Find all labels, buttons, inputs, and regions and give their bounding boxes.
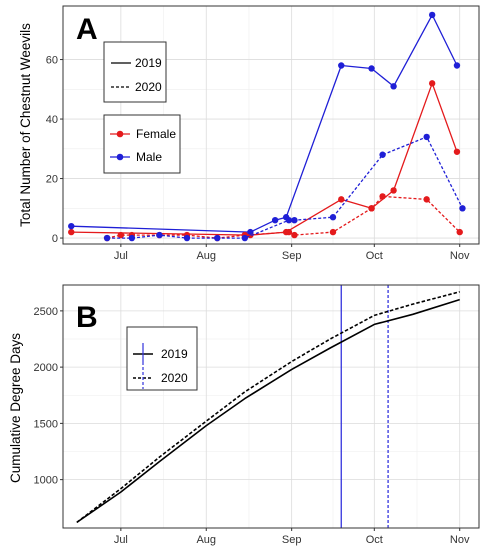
a-x-tick-label: Sep	[282, 250, 302, 262]
legend-year-2019-label: 2019	[135, 56, 162, 70]
panel-a-series	[68, 11, 466, 242]
a-series-male-2019-point	[338, 62, 345, 69]
panel-a-ylabel: Total Number of Chestnut Weevils	[18, 23, 33, 227]
a-x-tick-label: Nov	[450, 250, 470, 262]
panel-b-x-ticks: Jul Aug Sep Oct Nov	[114, 528, 470, 546]
a-series-female-2020-point	[285, 228, 293, 236]
a-series-male-2019-point	[428, 11, 436, 19]
a-series-male-2019-point	[390, 83, 397, 90]
a-x-tick-label: Oct	[366, 250, 383, 262]
panel-b-border	[62, 284, 480, 529]
panel-a: 0 20 40 60 Jul Aug Sep Oct Nov Total Number of …	[18, 5, 480, 262]
a-y-tick-label: 20	[46, 174, 58, 186]
legend-year-box	[103, 41, 167, 103]
panel-b-legend: 2019 2020	[126, 326, 198, 391]
a-series-male-2019-point	[247, 228, 254, 236]
a-series-female-2019-point	[68, 228, 75, 236]
a-series-male-2020-point	[156, 231, 163, 239]
a-y-tick-label: 40	[46, 114, 58, 126]
legend-b-2019-label: 2019	[161, 347, 188, 361]
a-x-tick-label: Jul	[114, 250, 128, 262]
b-series-2020-line	[76, 291, 460, 524]
b-y-tick-label: 2500	[34, 306, 58, 318]
legend-b-box	[126, 326, 198, 391]
legend-male-label: Male	[136, 150, 162, 164]
legend-year-2020-label: 2020	[135, 80, 162, 94]
a-series-male-2020-point	[459, 205, 466, 212]
panel-b-letter: B	[76, 301, 98, 334]
a-series-male-2020-point	[329, 214, 337, 221]
a-series-female-2020-point	[117, 231, 125, 239]
b-y-tick-label: 2000	[34, 362, 58, 374]
a-series-female-2020-point	[368, 205, 375, 212]
panel-b-background	[63, 285, 479, 528]
a-series-female-2019-line	[71, 82, 458, 236]
panel-b: 1000 1500 2000 2500 Jul Aug Sep Oct Nov Cumulat…	[8, 284, 480, 546]
a-series-female-2020-point	[329, 228, 337, 236]
legend-female-label: Female	[136, 127, 176, 141]
a-series-female-2019-point	[453, 148, 461, 155]
b-y-tick-label: 1000	[34, 475, 58, 487]
a-series-male-2020-point	[183, 234, 191, 242]
a-series-male-2019-point	[68, 222, 75, 230]
b-x-tick-label: Sep	[282, 534, 302, 546]
legend-sex-box	[103, 114, 181, 174]
a-series-female-2020-point	[379, 193, 386, 200]
a-series-male-2020-line	[107, 136, 464, 239]
a-series-male-2020-point	[423, 133, 430, 141]
b-y-tick-label: 1500	[34, 418, 58, 430]
a-y-tick-label: 60	[46, 55, 58, 67]
a-series-female-2020-point	[456, 228, 463, 236]
a-series-female-2020-point	[291, 231, 298, 239]
panel-a-legend-sex: Female Male	[103, 114, 181, 174]
a-series-female-2020-point	[423, 196, 430, 203]
a-series-male-2019-point	[368, 65, 375, 72]
legend-b-2020-label: 2020	[161, 371, 188, 385]
a-series-male-2020-point	[103, 234, 111, 242]
panel-a-y-ticks: 0 20 40 60	[46, 55, 63, 245]
a-series-male-2020-point	[291, 217, 298, 224]
a-series-male-2020-point	[379, 151, 386, 158]
a-series-male-2019-point	[271, 217, 279, 224]
a-series-male-2019-point	[453, 62, 461, 69]
b-x-tick-label: Aug	[196, 534, 216, 546]
a-series-male-2020-point	[241, 234, 249, 242]
legend-male-marker	[116, 153, 124, 161]
a-series-male-2020-point	[128, 234, 136, 242]
panel-b-y-ticks: 1000 1500 2000 2500	[34, 306, 63, 487]
a-y-tick-label: 0	[52, 233, 58, 245]
a-x-tick-label: Aug	[196, 250, 216, 262]
b-series-2019-line	[76, 298, 460, 524]
panel-a-legend-year: 2019 2020	[103, 41, 167, 103]
b-x-tick-label: Oct	[366, 534, 383, 546]
panel-b-ylabel: Cumulative Degree Days	[8, 333, 23, 483]
b-x-tick-label: Jul	[114, 534, 128, 546]
panel-a-letter: A	[76, 13, 98, 46]
a-series-female-2019-point	[338, 196, 345, 203]
b-x-tick-label: Nov	[450, 534, 470, 546]
a-series-male-2020-point	[285, 217, 293, 224]
legend-female-marker	[116, 130, 124, 138]
panel-a-border	[62, 5, 480, 245]
panel-b-series	[76, 285, 460, 528]
a-series-male-2020-point	[214, 234, 221, 242]
a-series-female-2019-point	[428, 80, 436, 87]
panel-a-x-ticks: Jul Aug Sep Oct Nov	[114, 244, 470, 262]
a-series-female-2019-point	[390, 187, 397, 194]
